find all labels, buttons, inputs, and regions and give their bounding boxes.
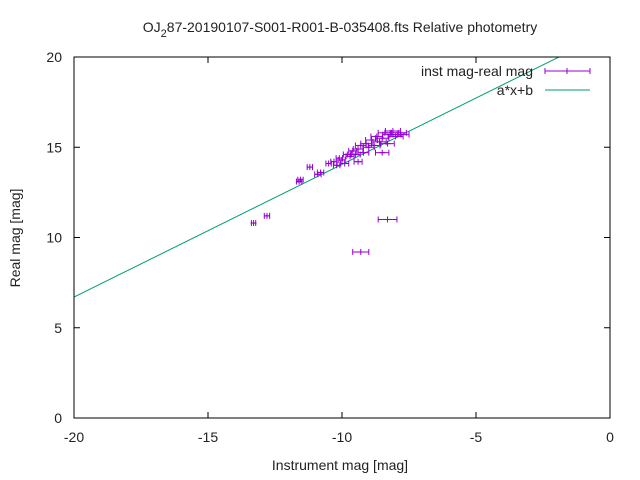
data-point bbox=[316, 169, 325, 176]
data-point bbox=[375, 135, 390, 142]
data-point bbox=[340, 160, 350, 167]
x-axis-title: Instrument mag [mag] bbox=[272, 457, 408, 473]
data-point bbox=[367, 142, 381, 149]
legend: inst mag-real mag a*x+b bbox=[421, 63, 591, 98]
y-tick-label: 0 bbox=[54, 410, 62, 426]
data-point bbox=[332, 162, 341, 169]
data-point bbox=[392, 131, 410, 138]
fit-line-series bbox=[74, 57, 561, 298]
tick-labels: -20 -15 -10 -5 0 0 5 10 15 20 bbox=[46, 49, 614, 445]
data-point bbox=[375, 149, 390, 156]
data-point bbox=[380, 140, 395, 147]
x-tick-label: -10 bbox=[332, 429, 352, 445]
chart-title: OJ287-20190107-S001-R001-B-035408.fts Re… bbox=[143, 19, 537, 40]
fit-line bbox=[74, 57, 561, 298]
y-tick-label: 15 bbox=[46, 139, 62, 155]
data-point bbox=[306, 164, 314, 171]
data-points-series bbox=[250, 128, 410, 255]
plot-frame bbox=[73, 56, 611, 419]
x-tick-label: 0 bbox=[606, 429, 614, 445]
y-axis-title: Real mag [mag] bbox=[7, 189, 23, 288]
data-point bbox=[250, 220, 257, 227]
data-point bbox=[297, 176, 304, 183]
legend-label-points: inst mag-real mag bbox=[421, 63, 533, 79]
x-tick-label: -20 bbox=[64, 429, 84, 445]
data-point bbox=[352, 146, 364, 153]
data-point bbox=[377, 216, 398, 223]
data-point bbox=[353, 158, 363, 165]
x-tick-label: -5 bbox=[470, 429, 483, 445]
legend-sample-points bbox=[544, 68, 591, 74]
y-tick-label: 20 bbox=[46, 49, 62, 65]
x-tick-label: -15 bbox=[198, 429, 218, 445]
y-tick-label: 5 bbox=[54, 320, 62, 336]
y-tick-label: 10 bbox=[46, 230, 62, 246]
data-point bbox=[263, 212, 271, 219]
data-point bbox=[357, 149, 370, 156]
data-point bbox=[338, 156, 346, 163]
legend-label-fit: a*x+b bbox=[497, 82, 533, 98]
data-point bbox=[352, 248, 370, 255]
data-point bbox=[330, 158, 338, 165]
